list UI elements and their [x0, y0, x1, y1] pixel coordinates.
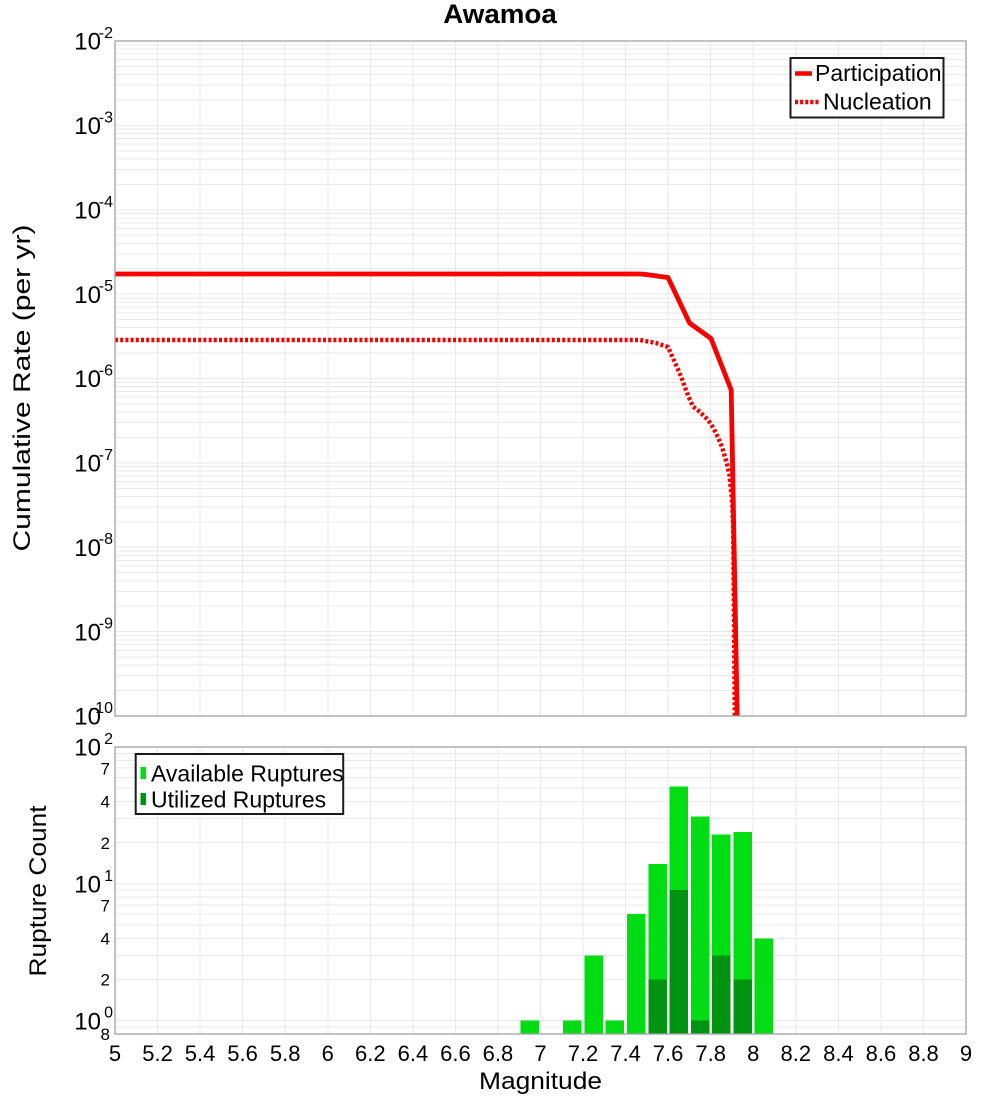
svg-text:10: 10	[74, 113, 101, 140]
svg-text:7.4: 7.4	[610, 1041, 641, 1066]
svg-text:Utilized Ruptures: Utilized Ruptures	[151, 787, 326, 813]
svg-text:10: 10	[74, 1008, 101, 1035]
svg-text:2: 2	[101, 971, 110, 990]
svg-text:0: 0	[104, 1005, 113, 1022]
svg-text:2: 2	[104, 731, 113, 748]
svg-text:-9: -9	[99, 616, 113, 633]
svg-text:6.4: 6.4	[398, 1041, 429, 1066]
svg-text:10: 10	[74, 735, 101, 762]
svg-text:-4: -4	[99, 194, 113, 211]
svg-text:10: 10	[74, 282, 101, 309]
svg-text:7: 7	[534, 1041, 546, 1066]
svg-text:5: 5	[109, 1041, 121, 1066]
svg-text:7: 7	[101, 896, 110, 915]
svg-text:1: 1	[104, 868, 113, 885]
svg-text:8.2: 8.2	[781, 1041, 812, 1066]
svg-text:8: 8	[101, 1025, 110, 1044]
svg-text:Magnitude: Magnitude	[479, 1068, 602, 1095]
svg-text:10: 10	[74, 197, 101, 224]
svg-text:6: 6	[322, 1041, 334, 1066]
svg-text:Nucleation: Nucleation	[823, 89, 932, 115]
svg-text:10: 10	[74, 535, 101, 562]
svg-text:7: 7	[101, 759, 110, 778]
svg-text:8.4: 8.4	[823, 1041, 854, 1066]
svg-text:5.6: 5.6	[227, 1041, 258, 1066]
svg-text:5.4: 5.4	[185, 1041, 216, 1066]
svg-text:10: 10	[74, 451, 101, 478]
svg-text:-6: -6	[99, 363, 113, 380]
svg-text:8.8: 8.8	[908, 1041, 939, 1066]
svg-text:10: 10	[74, 29, 101, 56]
svg-text:7.2: 7.2	[568, 1041, 599, 1066]
svg-text:7.6: 7.6	[653, 1041, 684, 1066]
svg-text:10: 10	[74, 366, 101, 393]
svg-text:Available Ruptures: Available Ruptures	[151, 761, 344, 787]
svg-text:6.8: 6.8	[483, 1041, 514, 1066]
svg-text:9: 9	[960, 1041, 972, 1066]
svg-text:-3: -3	[99, 109, 113, 126]
svg-text:Participation: Participation	[815, 60, 942, 86]
svg-text:5.8: 5.8	[270, 1041, 301, 1066]
svg-text:-5: -5	[99, 278, 113, 295]
svg-text:5.2: 5.2	[142, 1041, 173, 1066]
svg-text:Awamoa: Awamoa	[443, 0, 558, 29]
svg-text:8.6: 8.6	[866, 1041, 897, 1066]
svg-text:Rupture Count: Rupture Count	[25, 805, 52, 976]
svg-text:6.2: 6.2	[355, 1041, 386, 1066]
svg-text:10: 10	[74, 872, 101, 899]
svg-text:4: 4	[101, 930, 110, 949]
svg-text:10: 10	[74, 619, 101, 646]
svg-text:Cumulative Rate (per yr): Cumulative Rate (per yr)	[9, 225, 36, 552]
svg-text:7.8: 7.8	[695, 1041, 726, 1066]
svg-text:-10: -10	[90, 700, 113, 717]
svg-text:-2: -2	[99, 25, 113, 42]
svg-text:2: 2	[101, 834, 110, 853]
svg-text:-7: -7	[99, 447, 113, 464]
svg-text:4: 4	[101, 793, 110, 812]
svg-text:8: 8	[747, 1041, 759, 1066]
svg-text:10: 10	[74, 704, 101, 731]
svg-text:6.6: 6.6	[440, 1041, 471, 1066]
svg-text:-8: -8	[99, 531, 113, 548]
